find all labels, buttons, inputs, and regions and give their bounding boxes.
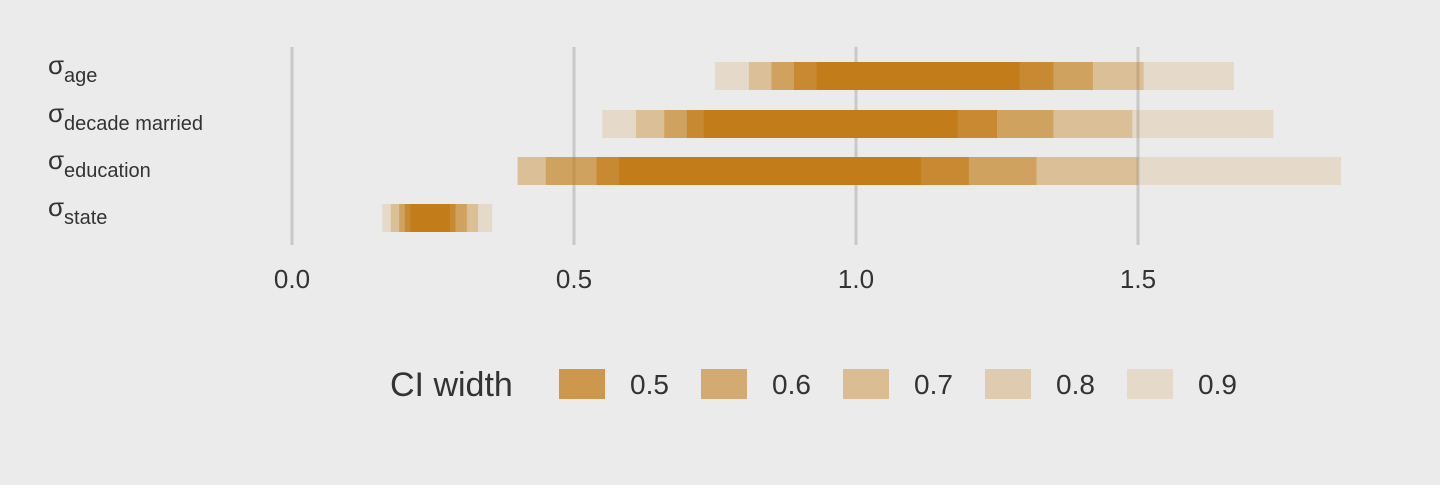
row-education <box>517 157 1342 185</box>
legend-label: 0.9 <box>1198 369 1237 400</box>
x-tick-label: 1.5 <box>1120 264 1156 294</box>
row-label: σage <box>48 50 97 87</box>
legend-title: CI width <box>390 366 513 404</box>
legend-swatch <box>985 369 1031 399</box>
x-axis-ticks: 0.0 0.5 1.0 1.5 <box>274 264 1156 294</box>
row-label: σdecade married <box>48 98 203 135</box>
sigma-symbol: σ <box>48 50 64 80</box>
legend-item-0.7: 0.7 <box>843 369 953 400</box>
legend-item-0.6: 0.6 <box>701 369 811 400</box>
row-label-subscript: decade married <box>64 113 203 135</box>
legend: CI width 0.5 0.6 0.7 0.8 0.9 <box>390 366 1237 404</box>
x-tick-label: 0.5 <box>556 264 592 294</box>
legend-item-0.8: 0.8 <box>985 369 1095 400</box>
row-label: σstate <box>48 192 107 229</box>
legend-item-0.5: 0.5 <box>559 369 669 400</box>
legend-label: 0.5 <box>630 369 669 400</box>
row-label-subscript: education <box>64 160 151 182</box>
ci-bar-0.5 <box>619 157 921 185</box>
bars-layer <box>382 62 1342 232</box>
legend-label: 0.8 <box>1056 369 1095 400</box>
row-state <box>382 204 493 232</box>
legend-label: 0.7 <box>914 369 953 400</box>
legend-swatch <box>559 369 605 399</box>
row-label-subscript: state <box>64 207 107 229</box>
sigma-symbol: σ <box>48 145 64 175</box>
row-decade-married <box>602 110 1274 138</box>
sigma-symbol: σ <box>48 192 64 222</box>
ci-bar-0.5 <box>816 62 1020 90</box>
row-label-subscript: age <box>64 65 97 87</box>
legend-swatch <box>843 369 889 399</box>
ci-bar-0.5 <box>703 110 958 138</box>
legend-label: 0.6 <box>772 369 811 400</box>
x-tick-label: 0.0 <box>274 264 310 294</box>
legend-item-0.9: 0.9 <box>1127 369 1237 400</box>
legend-swatch <box>701 369 747 399</box>
legend-swatch <box>1127 369 1173 399</box>
row-age <box>715 62 1234 90</box>
sigma-symbol: σ <box>48 98 64 128</box>
x-tick-label: 1.0 <box>838 264 874 294</box>
ci-bar-0.5 <box>410 204 450 232</box>
row-label: σeducation <box>48 145 151 182</box>
